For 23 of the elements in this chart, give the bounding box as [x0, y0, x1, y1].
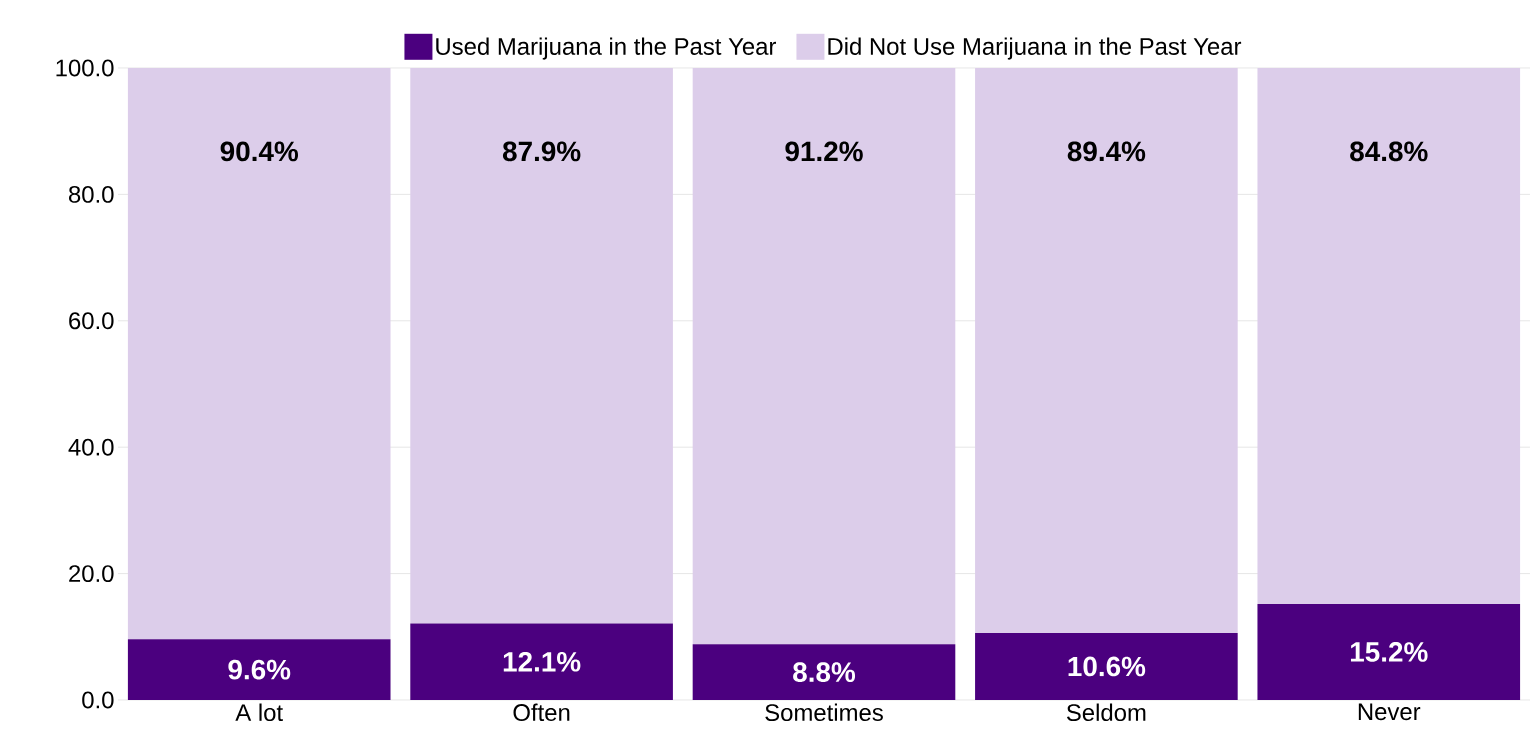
x-tick-label: Never: [1358, 703, 1421, 721]
y-tick-label: 80.0: [68, 185, 114, 203]
y-tick-label: 60.0: [69, 312, 114, 330]
data-label: 8.8%: [793, 662, 856, 683]
data-label: 89.4%: [1067, 141, 1146, 162]
y-tick-label: 100.0: [56, 59, 114, 77]
x-tick-label: Seldom: [1066, 703, 1146, 722]
y-tick-label: 20.0: [69, 565, 114, 583]
data-label: 87.9%: [502, 141, 581, 162]
data-label: 12.1%: [503, 651, 581, 672]
y-tick-label: 0.0: [82, 691, 114, 709]
legend-label: Did Not Use Marijuana in the Past Year: [828, 37, 1242, 60]
legend-label: Used Marijuana in the Past Year: [436, 37, 777, 60]
y-tick-label: 40.0: [68, 438, 114, 456]
x-tick-label: A lot: [235, 703, 283, 722]
data-label: 84.8%: [1350, 141, 1428, 162]
data-label: 9.6%: [228, 659, 291, 680]
data-label: 90.4%: [220, 141, 299, 162]
data-label: 15.2%: [1350, 642, 1428, 662]
x-tick-label: Sometimes: [765, 703, 883, 722]
data-label: 91.2%: [785, 141, 863, 162]
x-tick-label: Often: [513, 703, 570, 722]
data-label: 10.6%: [1068, 656, 1146, 677]
